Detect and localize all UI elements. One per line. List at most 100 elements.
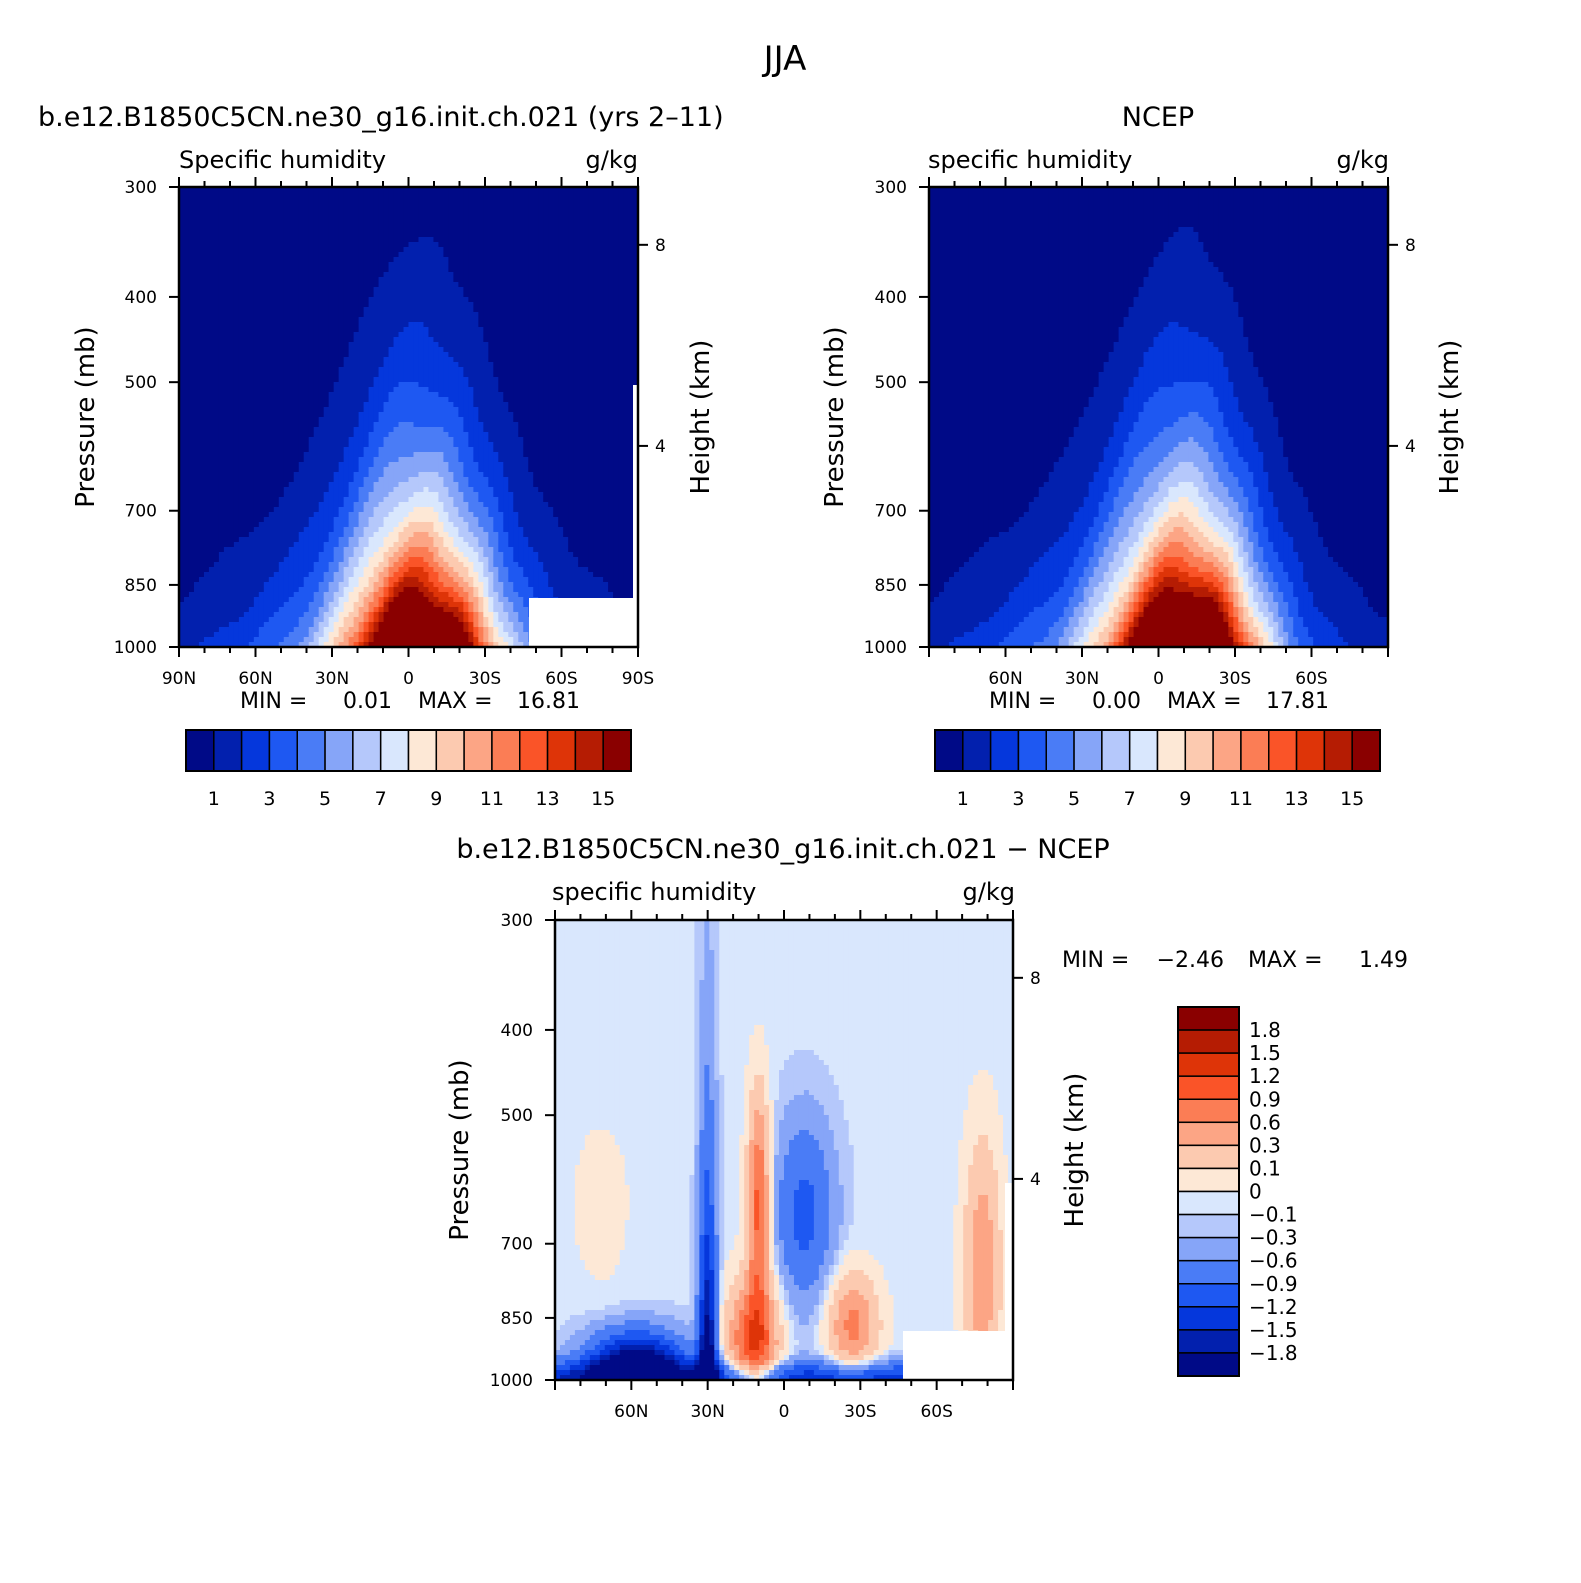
contour-cell: [248, 212, 255, 218]
contour-cell: [523, 232, 529, 238]
contour-cell: [318, 237, 325, 243]
contour-cell: [208, 367, 215, 373]
contour-cell: [463, 312, 469, 318]
contour-cell: [258, 387, 265, 393]
contour-cell: [438, 262, 445, 268]
contour-cell: [338, 437, 345, 443]
contour-cell: [443, 312, 450, 318]
contour-cell: [198, 247, 205, 253]
contour-cell: [368, 317, 375, 323]
contour-cell: [263, 192, 270, 198]
contour-cell: [353, 452, 360, 458]
contour-cell: [418, 357, 425, 363]
contour-cell: [278, 357, 285, 363]
figure-title: JJA: [762, 39, 807, 79]
contour-cell: [303, 262, 310, 268]
contour-cell: [568, 407, 574, 413]
contour-cell: [238, 377, 245, 383]
contour-cell: [493, 222, 499, 228]
contour-cell: [243, 432, 250, 438]
contour-cell: [458, 442, 464, 448]
contour-cell: [248, 407, 255, 413]
contour-cell: [183, 287, 190, 293]
contour-cell: [268, 367, 275, 373]
contour-cell: [188, 367, 195, 373]
contour-cell: [468, 237, 474, 243]
contour-cell: [473, 367, 479, 373]
contour-cell: [618, 387, 624, 393]
contour-cell: [543, 367, 549, 373]
contour-cell: [278, 372, 285, 378]
contour-cell: [268, 382, 275, 388]
contour-cell: [368, 402, 375, 408]
contour-cell: [568, 432, 574, 438]
contour-cell: [628, 372, 634, 378]
contour-cell: [408, 337, 415, 343]
contour-cell: [368, 367, 375, 373]
contour-cell: [578, 267, 584, 273]
contour-cell: [233, 242, 240, 248]
contour-cell: [503, 427, 509, 433]
contour-cell: [418, 362, 425, 368]
contour-cell: [503, 377, 509, 383]
contour-cell: [308, 342, 315, 348]
contour-cell: [233, 352, 240, 358]
contour-cell: [288, 387, 295, 393]
contour-cell: [373, 192, 380, 198]
contour-cell: [368, 282, 375, 288]
contour-cell: [268, 242, 275, 248]
contour-cell: [488, 307, 494, 313]
contour-cell: [433, 317, 440, 323]
contour-cell: [243, 412, 250, 418]
contour-cell: [223, 237, 230, 243]
contour-cell: [373, 292, 380, 298]
contour-cell: [278, 422, 285, 428]
contour-cell: [368, 292, 375, 298]
contour-cell: [453, 292, 459, 298]
contour-cell: [613, 397, 619, 403]
contour-cell: [583, 227, 589, 233]
contour-cell: [448, 322, 454, 328]
contour-cell: [588, 362, 594, 368]
contour-cell: [558, 287, 564, 293]
contour-cell: [338, 452, 345, 458]
contour-cell: [548, 357, 554, 363]
contour-cell: [463, 432, 469, 438]
contour-cell: [263, 362, 270, 368]
contour-cell: [458, 397, 464, 403]
contour-cell: [458, 382, 464, 388]
contour-cell: [448, 247, 454, 253]
contour-cell: [338, 397, 345, 403]
contour-cell: [528, 442, 534, 448]
contour-cell: [223, 262, 230, 268]
contour-cell: [388, 412, 395, 418]
contour-cell: [578, 222, 584, 228]
contour-cell: [633, 322, 638, 328]
contour-cell: [448, 187, 454, 193]
contour-cell: [398, 402, 405, 408]
contour-cell: [223, 417, 230, 423]
contour-cell: [283, 212, 290, 218]
contour-cell: [403, 362, 410, 368]
contour-cell: [603, 372, 609, 378]
contour-cell: [408, 452, 415, 458]
contour-cell: [373, 412, 380, 418]
contour-cell: [618, 317, 624, 323]
contour-cell: [393, 362, 400, 368]
contour-cell: [243, 277, 250, 283]
contour-cell: [458, 252, 464, 258]
contour-cell: [208, 327, 215, 333]
contour-cell: [533, 372, 539, 378]
contour-cell: [398, 277, 405, 283]
contour-cell: [253, 377, 260, 383]
contour-cell: [558, 332, 564, 338]
contour-cell: [568, 392, 574, 398]
contour-cell: [253, 382, 260, 388]
contour-cell: [498, 422, 504, 428]
contour-cell: [463, 287, 469, 293]
contour-cell: [543, 242, 549, 248]
contour-cell: [418, 397, 425, 403]
contour-cell: [603, 287, 609, 293]
contour-cell: [298, 282, 305, 288]
contour-cell: [528, 252, 534, 258]
